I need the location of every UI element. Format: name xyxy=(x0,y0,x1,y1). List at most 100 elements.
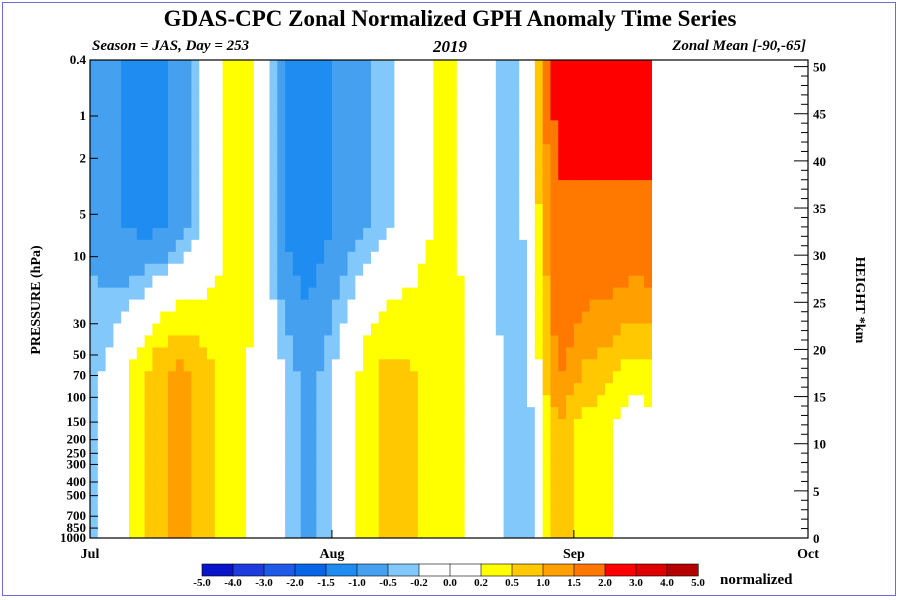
heatmap-cell xyxy=(417,227,427,240)
heatmap-cell xyxy=(285,406,294,420)
heatmap-cell xyxy=(160,322,169,336)
heatmap-cell xyxy=(402,430,411,443)
heatmap-cell xyxy=(347,60,356,73)
heatmap-cell xyxy=(144,155,154,169)
heatmap-cell xyxy=(378,263,388,276)
heatmap-cell xyxy=(527,131,536,145)
heatmap-cell xyxy=(175,382,185,396)
heatmap-cell xyxy=(160,203,169,216)
heatmap-cell xyxy=(480,418,489,432)
heatmap-cell xyxy=(464,502,474,515)
heatmap-cell xyxy=(480,179,489,193)
heatmap-cell xyxy=(136,514,146,527)
heatmap-cell xyxy=(238,490,247,503)
heatmap-cell xyxy=(300,191,310,204)
heatmap-cell xyxy=(464,310,474,324)
heatmap-cell xyxy=(581,334,591,348)
heatmap-cell xyxy=(566,502,575,515)
heatmap-cell xyxy=(589,299,598,312)
heatmap-cell xyxy=(339,526,349,538)
heatmap-cell xyxy=(363,478,372,491)
heatmap-cell xyxy=(605,346,614,360)
heatmap-cell xyxy=(542,406,552,420)
heatmap-cell xyxy=(386,60,395,73)
heatmap-cell xyxy=(238,83,247,97)
heatmap-cell xyxy=(402,406,411,420)
heatmap-cell xyxy=(409,514,419,527)
heatmap-cell xyxy=(269,263,278,276)
heatmap-cell xyxy=(331,71,341,85)
heatmap-cell xyxy=(261,60,271,73)
heatmap-cell xyxy=(589,215,598,228)
heatmap-cell xyxy=(191,251,200,264)
heatmap-cell xyxy=(160,215,169,228)
heatmap-cell xyxy=(527,310,536,324)
heatmap-cell xyxy=(605,179,614,193)
heatmap-cell xyxy=(105,119,115,133)
heatmap-cell xyxy=(238,526,247,538)
month-axis: Jul Aug Sep Oct xyxy=(81,530,819,562)
heatmap-cell xyxy=(573,370,583,384)
heatmap-cell xyxy=(129,370,138,384)
heatmap-cell xyxy=(558,131,567,145)
heatmap-cell xyxy=(105,466,115,479)
heatmap-cell xyxy=(527,382,536,396)
heatmap-cell xyxy=(636,490,645,503)
heatmap-cell xyxy=(97,370,107,384)
heatmap-cell xyxy=(261,167,271,181)
heatmap-cell xyxy=(300,275,310,288)
heatmap-cell xyxy=(402,514,411,527)
heatmap-cell xyxy=(425,60,434,73)
heatmap-cell xyxy=(527,430,536,443)
heatmap-cell xyxy=(433,155,442,169)
heatmap-cell xyxy=(589,454,598,467)
heatmap-cell xyxy=(495,382,505,396)
heatmap-cell xyxy=(472,466,481,479)
pressure-tick-label: 2 xyxy=(80,150,87,165)
heatmap-cell xyxy=(269,370,278,384)
heatmap-cell xyxy=(519,514,528,527)
heatmap-cell xyxy=(152,430,161,443)
heatmap-cell xyxy=(550,382,559,396)
heatmap-cell xyxy=(199,382,208,396)
heatmap-cell xyxy=(222,287,232,300)
heatmap-cell xyxy=(573,382,583,396)
heatmap-cell xyxy=(409,263,419,276)
heatmap-cell xyxy=(97,310,107,324)
heatmap-cell xyxy=(238,382,247,396)
heatmap-cell xyxy=(191,60,200,73)
heatmap-cell xyxy=(222,275,232,288)
heatmap-cell xyxy=(300,179,310,193)
heatmap-cell xyxy=(511,83,520,97)
heatmap-cell xyxy=(222,107,232,121)
heatmap-cell xyxy=(230,322,239,336)
heatmap-cell xyxy=(199,502,208,515)
heatmap-cell xyxy=(620,310,630,324)
heatmap-cell xyxy=(495,358,505,372)
heatmap-cell xyxy=(285,215,294,228)
heatmap-cell xyxy=(550,263,559,276)
heatmap-cell xyxy=(300,119,310,133)
heatmap-cell xyxy=(386,167,395,181)
heatmap-cell xyxy=(620,382,630,396)
heatmap-cell xyxy=(90,406,99,420)
heatmap-cell xyxy=(253,322,263,336)
heatmap-cell xyxy=(612,287,622,300)
heatmap-cell xyxy=(277,263,286,276)
heatmap-cell xyxy=(519,322,528,336)
heatmap-cell xyxy=(433,179,442,193)
heatmap-cell xyxy=(628,251,637,264)
heatmap-cell xyxy=(566,346,575,360)
heatmap-cell xyxy=(363,514,372,527)
heatmap-cell xyxy=(152,310,161,324)
colorbar-label: -5.0 xyxy=(193,577,211,589)
heatmap-cell xyxy=(503,239,513,252)
heatmap-cell xyxy=(495,430,505,443)
heatmap-cell xyxy=(269,394,278,408)
heatmap-cell xyxy=(347,478,356,491)
heatmap-cell xyxy=(581,526,591,538)
heatmap-cell xyxy=(214,502,224,515)
heatmap-cell xyxy=(636,466,645,479)
heatmap-cell xyxy=(394,406,403,420)
heatmap-cell xyxy=(324,287,333,300)
